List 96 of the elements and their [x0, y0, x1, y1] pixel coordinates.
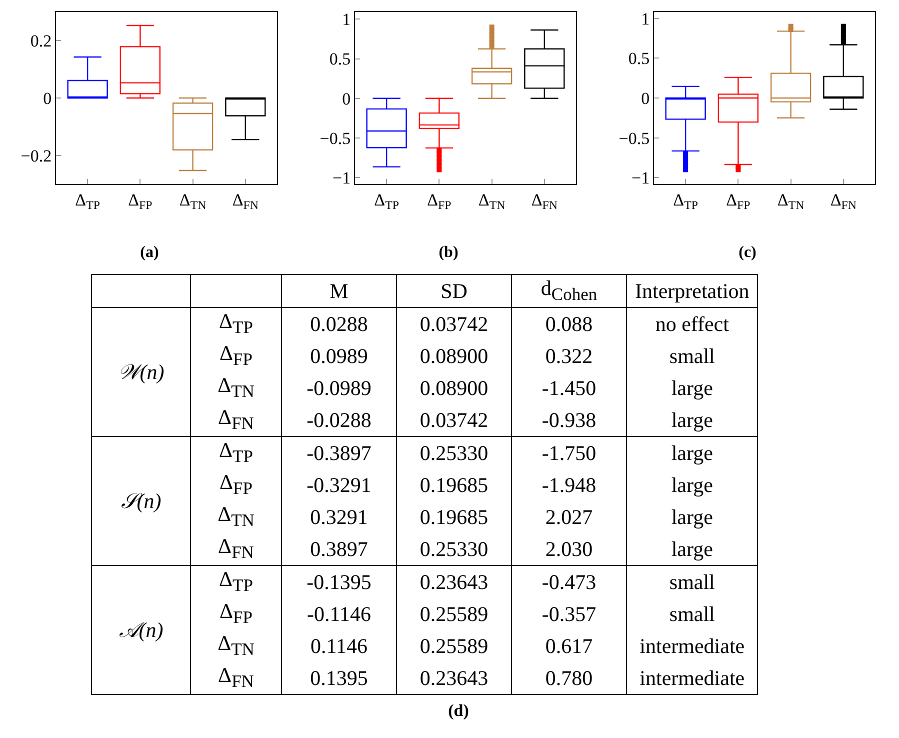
category-label: Δ$_{TP}$ — [219, 309, 253, 338]
x-tick-label: Δ$_{TN}$ — [478, 190, 506, 212]
text: 0.19685 — [420, 504, 488, 528]
text: -0.3897 — [306, 440, 372, 464]
text: (d) — [447, 701, 470, 721]
x-tick-label: Δ$_{FP}$ — [128, 190, 153, 212]
x-tick-label: Δ$_{TN}$ — [777, 190, 805, 212]
text: 0.1395 — [310, 666, 368, 690]
text: 2.027 — [545, 504, 593, 528]
x-tick-label: Δ$_{FP}$ — [726, 190, 751, 212]
text: 0.08900 — [420, 376, 488, 400]
category-label: Δ$_{TN}$ — [218, 373, 254, 402]
text: 𝒜(n) — [92, 566, 190, 694]
x-tick-label: Δ$_{FN}$ — [830, 190, 857, 212]
text: small — [669, 602, 715, 626]
text: large — [671, 408, 713, 432]
text: large — [671, 536, 713, 560]
y-tick-label: 0 — [641, 88, 650, 108]
text: 0.23643 — [420, 570, 488, 594]
y-tick-label: −1 — [332, 168, 351, 188]
text: 0.03742 — [420, 312, 488, 336]
y-tick-label: −0.5 — [618, 128, 650, 148]
text: 0.25330 — [420, 536, 488, 560]
text: 0.617 — [545, 634, 593, 658]
text: 2.030 — [545, 536, 593, 560]
text: -0.0989 — [306, 376, 372, 400]
y-tick-label: −0.5 — [320, 128, 351, 148]
x-tick-label: Δ$_{TP}$ — [673, 190, 698, 212]
text: 0.19685 — [420, 472, 488, 496]
text: large — [671, 504, 713, 528]
text: small — [669, 570, 715, 594]
y-tick-label: 0 — [43, 88, 52, 108]
text: 0.780 — [545, 666, 593, 690]
text: 𝒮(n) — [92, 436, 190, 566]
text: -1.750 — [542, 440, 596, 464]
text: -0.357 — [542, 602, 596, 626]
text: -0.3291 — [306, 472, 372, 496]
y-tick-label: 0 — [342, 89, 351, 108]
text: 0.03742 — [420, 408, 488, 432]
text: 0.25330 — [420, 440, 488, 464]
text: (b) — [438, 244, 458, 261]
text: large — [671, 440, 713, 464]
category-label: SD — [396, 274, 512, 308]
y-tick-label: −1 — [632, 168, 650, 188]
text: (a) — [140, 244, 159, 261]
category-label: Interpretation — [626, 274, 758, 308]
category-label: d$_{Cohen}$ — [512, 274, 626, 308]
category-label: M — [282, 274, 396, 308]
text: -0.1395 — [306, 570, 372, 594]
text: 0.08900 — [420, 344, 488, 368]
category-label: Δ$_{TN}$ — [218, 502, 254, 531]
text: intermediate — [640, 634, 745, 658]
text: 0.322 — [545, 344, 593, 368]
category-label: Δ$_{TN}$ — [218, 631, 254, 660]
text: 0.0288 — [310, 312, 368, 336]
x-tick-label: Δ$_{FN}$ — [232, 190, 259, 212]
category-label: Δ$_{FP}$ — [220, 341, 252, 370]
x-tick-label: Δ$_{FP}$ — [427, 190, 452, 212]
category-label: Δ$_{FP}$ — [220, 599, 252, 628]
x-tick-label: Δ$_{TP}$ — [75, 190, 100, 212]
text: intermediate — [640, 666, 745, 690]
text: -1.948 — [542, 472, 596, 496]
text: large — [671, 376, 713, 400]
y-tick-label: 0.5 — [628, 49, 650, 68]
y-tick-label: 1 — [342, 10, 351, 30]
category-label: Δ$_{FN}$ — [218, 534, 254, 563]
category-label: Δ$_{TP}$ — [219, 567, 253, 596]
category-label: Δ$_{FP}$ — [220, 470, 252, 499]
text: -0.938 — [542, 408, 596, 432]
y-tick-label: 0.2 — [30, 32, 52, 51]
text: small — [669, 344, 715, 368]
text: (c) — [738, 244, 756, 261]
x-tick-label: Δ$_{FN}$ — [531, 190, 558, 212]
text: no effect — [655, 312, 729, 336]
text: 0.25589 — [420, 602, 488, 626]
text: 0.25589 — [420, 634, 488, 658]
y-tick-label: 0.5 — [329, 50, 351, 69]
text: 0.0989 — [310, 344, 368, 368]
x-tick-label: Δ$_{TN}$ — [179, 190, 207, 212]
y-tick-label: 1 — [641, 9, 650, 28]
text: -0.0288 — [306, 408, 372, 432]
text: 𝒲(n) — [92, 308, 190, 436]
category-label: Δ$_{TP}$ — [219, 438, 253, 467]
text: 0.3897 — [310, 536, 368, 560]
category-label: Δ$_{FN}$ — [218, 405, 254, 434]
text: -0.1146 — [307, 602, 371, 626]
text: 0.1146 — [310, 634, 368, 658]
text: -1.450 — [542, 376, 596, 400]
text: large — [671, 472, 713, 496]
text: -0.473 — [542, 570, 596, 594]
text: 0.3291 — [310, 504, 368, 528]
text: 0.088 — [545, 312, 593, 336]
y-tick-label: −0.2 — [20, 146, 52, 166]
x-tick-label: Δ$_{TP}$ — [374, 190, 400, 212]
category-label: Δ$_{FN}$ — [218, 663, 254, 692]
text: 0.23643 — [420, 666, 488, 690]
